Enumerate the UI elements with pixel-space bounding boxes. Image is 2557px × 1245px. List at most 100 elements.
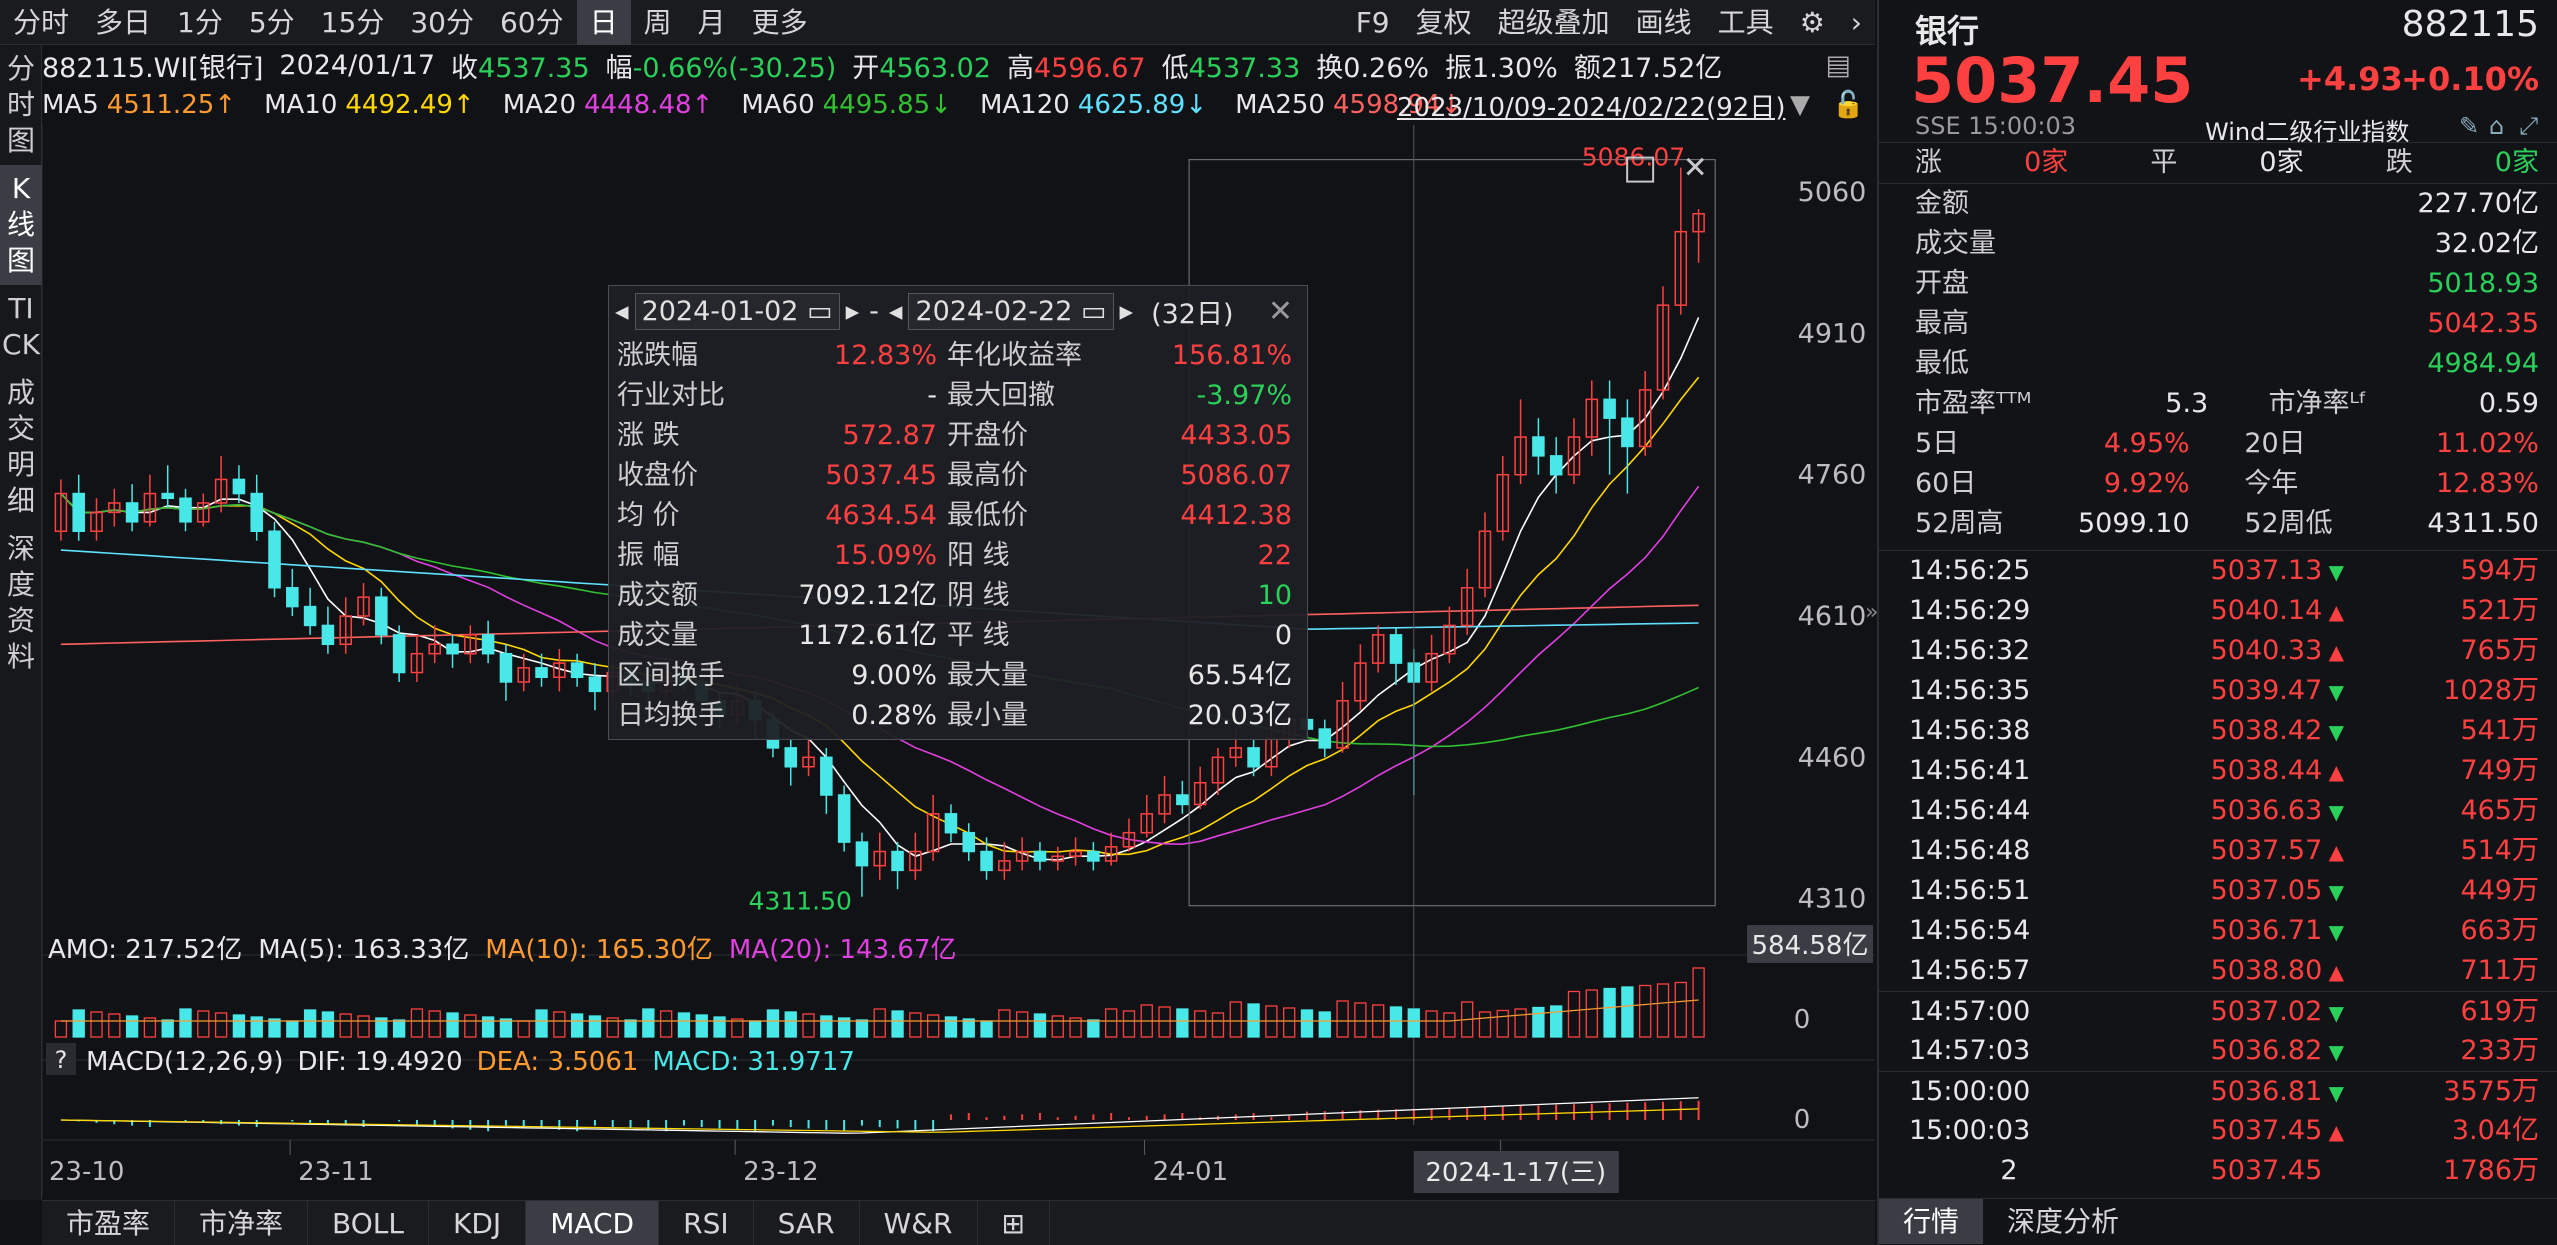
help-icon-box[interactable] xyxy=(46,1043,76,1075)
close-label: 收 xyxy=(451,52,479,84)
maximize-icon[interactable] xyxy=(1626,156,1655,183)
tick-volume: 594万 xyxy=(2460,555,2539,586)
start-date-field[interactable]: 2024-01-02 ▭ xyxy=(634,292,840,330)
candle-body xyxy=(1247,747,1260,768)
ma10-name: MA10 xyxy=(264,90,338,120)
indicator-tab-3[interactable]: KDJ xyxy=(429,1201,527,1245)
indicator-tab-6[interactable]: SAR xyxy=(754,1201,860,1245)
candle-body xyxy=(1122,831,1136,848)
indicator-tab-4[interactable]: MACD xyxy=(526,1201,660,1245)
next-end-icon[interactable]: ▸ xyxy=(1119,295,1134,327)
volume-bar xyxy=(731,1018,744,1038)
add-indicator-icon[interactable]: ⊞ xyxy=(978,1201,1050,1245)
range-dash: - xyxy=(869,295,879,327)
tool-4[interactable]: 工具 xyxy=(1717,6,1774,39)
tool-0[interactable]: F9 xyxy=(1355,6,1390,39)
sidebar-tab-0[interactable]: 行情 xyxy=(1879,1199,1984,1244)
price-change: +4.93 xyxy=(2297,60,2403,98)
period-tab-0[interactable]: 分时 xyxy=(13,5,70,39)
ma250-label: MA250 4598.94↓ xyxy=(1235,90,1476,120)
chevron-right-icon[interactable]: › xyxy=(1850,6,1862,39)
stat-row: 最高 5042.35 xyxy=(1879,304,2557,344)
period-tab-3[interactable]: 5分 xyxy=(248,5,295,39)
tick-price-cell: 5037.02 ▼ xyxy=(2164,992,2344,1031)
volume-bar xyxy=(481,1016,495,1038)
candle-body xyxy=(820,756,833,796)
panel-icon[interactable]: ▤ xyxy=(1825,49,1851,81)
tool-3[interactable]: 画线 xyxy=(1635,6,1692,39)
period-tab-6[interactable]: 60分 xyxy=(499,5,564,39)
volume-bar xyxy=(1478,1011,1492,1038)
period-tab-2[interactable]: 1分 xyxy=(177,5,223,39)
period-tab-4[interactable]: 15分 xyxy=(320,5,385,39)
quote-info-bar: 882115.WI[银行] 2024/01/17 收4537.35 幅-0.66… xyxy=(42,45,1875,85)
candle-body xyxy=(125,502,139,523)
sidebar-tab-1[interactable]: 深度分析 xyxy=(2007,1205,2120,1238)
candle xyxy=(90,498,103,541)
tick-row: 14:56:25 5037.13 ▼ 594万 xyxy=(1879,551,2557,591)
candle-body xyxy=(1496,473,1510,532)
calendar-icon[interactable]: ▭ xyxy=(807,295,833,327)
lock-icon[interactable]: 🔓 xyxy=(1832,90,1865,120)
date-range[interactable]: 2023/10/09-2024/02/22(92日) xyxy=(1397,92,1786,123)
end-date-field[interactable]: 2024-02-22 ▭ xyxy=(908,292,1114,330)
indicator-tab-1[interactable]: 市净率 xyxy=(175,1201,309,1245)
indicator-tab-2[interactable]: BOLL xyxy=(308,1201,429,1245)
tick-list[interactable]: 14:56:25 5037.13 ▼ 594万 14:56:29 5040.14 ▲ 52… xyxy=(1879,551,2557,1191)
close-icon[interactable]: ✕ xyxy=(1267,293,1293,329)
period-tab-7[interactable]: 日 xyxy=(576,0,631,45)
tool-2[interactable]: 超级叠加 xyxy=(1497,6,1610,39)
candle xyxy=(339,597,352,654)
volume-bar xyxy=(802,1013,815,1038)
open-label: 开 xyxy=(852,52,880,84)
candle xyxy=(1015,837,1029,871)
help-icon[interactable]: ? xyxy=(55,1046,68,1074)
period-tab-5[interactable]: 30分 xyxy=(410,5,474,39)
candle-body xyxy=(1354,662,1367,702)
prev-start-icon[interactable]: ◂ xyxy=(615,295,629,327)
kline-chart[interactable]: 5060 4910 4760 4610 4460 4310 5086.07 4311.50 ✕ A… xyxy=(42,125,1875,1195)
candle-body xyxy=(464,634,477,655)
stat-row: 成交量 32.02亿 xyxy=(1879,224,2557,264)
indicator-tab-0[interactable]: 市盈率 xyxy=(42,1201,176,1245)
arrow-up-icon: ▲ xyxy=(2322,840,2344,864)
vnav-item-4[interactable]: 深度资料 xyxy=(6,532,35,673)
tick-volume: 465万 xyxy=(2460,795,2539,826)
dropdown-icon[interactable]: ▼ xyxy=(1790,90,1810,120)
perf-label: 今年 xyxy=(2244,468,2299,499)
period-tab-10[interactable]: 更多 xyxy=(751,5,808,39)
volume-bar xyxy=(677,1012,691,1038)
candle xyxy=(286,568,299,617)
alert-icon[interactable]: ⌂ xyxy=(2489,112,2505,140)
next-start-icon[interactable]: ▸ xyxy=(845,295,860,327)
tool-1[interactable]: 复权 xyxy=(1415,6,1472,39)
stat-label: 涨 跌 xyxy=(617,420,680,451)
close-icon[interactable]: ✕ xyxy=(1683,151,1708,186)
settings-icon[interactable]: ⚙ xyxy=(1799,6,1825,39)
volume-bar xyxy=(713,1016,726,1038)
tick-time: 14:56:29 xyxy=(1909,595,2031,626)
vnav-item-3[interactable]: 成交明细 xyxy=(6,376,35,517)
collapse-handle[interactable]: » xyxy=(1865,600,1879,625)
calendar-icon[interactable]: ▭ xyxy=(1080,295,1107,327)
ma5-label: MA5 4511.25↑ xyxy=(42,90,250,120)
tick-price-cell: 5037.57 ▲ xyxy=(2164,831,2344,871)
vnav-item-2[interactable]: TICK xyxy=(2,292,40,361)
exchange-row: SSE 15:00:03 Wind二级行业指数 ✎ ⌂ ⤢ xyxy=(1879,112,2557,146)
vnav-item-0[interactable]: 分时图 xyxy=(6,52,35,157)
tick-time: 14:56:54 xyxy=(1909,915,2031,946)
period-tab-1[interactable]: 多日 xyxy=(95,5,152,39)
stat-value: 4433.05 xyxy=(1180,420,1292,451)
vnav-item-1[interactable]: K线图 xyxy=(0,165,42,285)
period-tab-9[interactable]: 月 xyxy=(697,5,726,39)
edit-icon[interactable]: ✎ xyxy=(2459,112,2480,140)
arrow-down-icon: ▼ xyxy=(2322,1081,2344,1105)
indicator-tab-7[interactable]: W&R xyxy=(860,1201,978,1245)
period-tab-8[interactable]: 周 xyxy=(643,5,672,39)
indicator-tab-5[interactable]: RSI xyxy=(659,1201,754,1245)
stat-value: - xyxy=(927,380,937,411)
tick-volume: 663万 xyxy=(2460,915,2539,946)
y-tick-label: 4310 xyxy=(1798,884,1867,915)
prev-end-icon[interactable]: ◂ xyxy=(888,295,903,327)
expand-icon[interactable]: ⤢ xyxy=(2519,112,2539,140)
